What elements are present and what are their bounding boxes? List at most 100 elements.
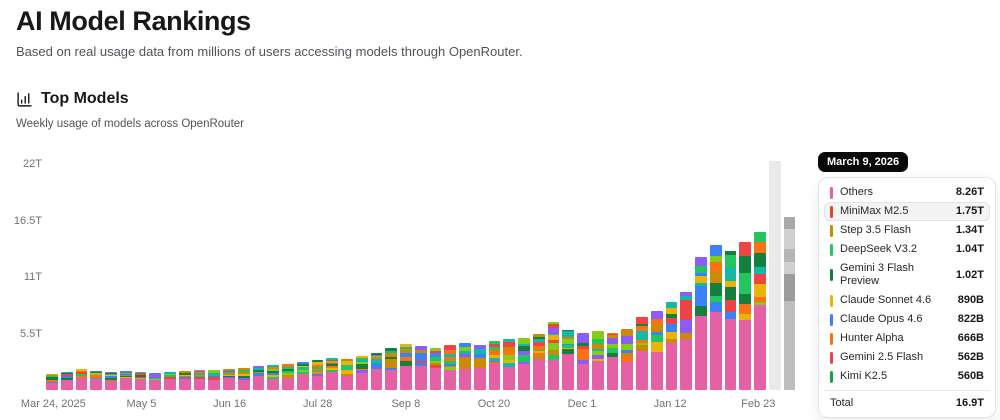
bar[interactable] (385, 348, 397, 390)
x-axis: Mar 24, 2025 May 5 Jun 16 Jul 28 Sep 8 Oct 20… (21, 398, 795, 412)
bar[interactable] (488, 341, 501, 390)
x-axis-label: Oct 20 (477, 398, 511, 410)
bar-segment (503, 354, 515, 360)
bar-segment (680, 300, 692, 309)
bar-segment (695, 256, 707, 267)
model-value: 1.02T (955, 268, 984, 281)
bar-segment (709, 311, 722, 390)
bar[interactable] (237, 368, 250, 390)
bar[interactable] (532, 334, 545, 390)
bar-segment (400, 343, 412, 348)
bar[interactable] (46, 374, 58, 390)
bar[interactable] (296, 362, 309, 390)
model-value: 1.04T (955, 243, 984, 255)
bar-segment (709, 245, 722, 257)
bar-segment (429, 368, 442, 390)
bar-segment (60, 374, 73, 376)
bar[interactable] (252, 366, 265, 390)
model-name: DeepSeek V3.2 (840, 243, 918, 255)
bar[interactable] (193, 370, 206, 390)
bar[interactable] (178, 371, 191, 390)
bar[interactable] (105, 372, 117, 390)
bar-segment (488, 354, 501, 359)
bar[interactable] (134, 371, 147, 390)
x-axis-label: Jan 12 (653, 398, 687, 410)
bar-segment (223, 369, 235, 370)
bar-segment (636, 323, 648, 326)
bar[interactable] (208, 369, 220, 390)
bar[interactable] (577, 332, 589, 390)
bar[interactable] (562, 329, 574, 390)
bar[interactable] (606, 332, 619, 390)
bar-segment (385, 369, 397, 390)
bar-segment (237, 368, 250, 370)
bar[interactable] (60, 371, 73, 390)
model-name: Gemini 3 Flash Preview (840, 262, 914, 287)
bar[interactable] (429, 348, 442, 390)
bar-segment (518, 337, 530, 344)
bar[interactable] (739, 242, 751, 390)
bar-segment (237, 373, 250, 376)
bar-segment (532, 356, 545, 359)
bar[interactable] (223, 369, 235, 390)
bar[interactable] (591, 331, 604, 390)
tooltip-total-label: Total (830, 397, 854, 409)
bar-segment (90, 375, 102, 377)
bar-segment (754, 296, 766, 303)
bar[interactable] (414, 345, 427, 390)
bar[interactable] (267, 365, 279, 390)
bar[interactable] (636, 317, 648, 390)
bar-segment (606, 337, 619, 341)
bar-segment (724, 300, 737, 312)
bar[interactable] (370, 353, 383, 390)
bar-segment (164, 375, 176, 377)
bar-segment (237, 379, 250, 390)
model-name: Claude Sonnet 4.6 (840, 294, 932, 306)
bar[interactable] (459, 343, 471, 390)
bar-segment (341, 358, 353, 362)
bar[interactable] (650, 311, 663, 390)
bar-segment (636, 340, 648, 344)
bar-segment (591, 355, 604, 359)
bar[interactable] (341, 358, 353, 390)
bar[interactable] (547, 322, 560, 390)
bar[interactable] (444, 345, 456, 390)
bar[interactable] (326, 357, 338, 390)
bar-hovered[interactable] (783, 216, 796, 390)
tooltip-row: Kimi K2.5 560B (824, 367, 990, 386)
bar-segment (739, 293, 751, 304)
bar-segment (680, 308, 692, 320)
bar[interactable] (90, 371, 102, 390)
bar[interactable] (665, 301, 678, 390)
bar-segment (503, 346, 515, 351)
bar[interactable] (709, 245, 722, 390)
bar[interactable] (355, 356, 368, 390)
bar-segment (783, 228, 796, 250)
bar[interactable] (400, 343, 412, 390)
bar[interactable] (503, 339, 515, 390)
bar-segment (518, 355, 530, 362)
bar[interactable] (621, 329, 633, 390)
bar[interactable] (680, 291, 692, 390)
bar-segment (282, 368, 294, 371)
bar[interactable] (282, 363, 294, 390)
bar[interactable] (754, 232, 766, 390)
y-axis-label: 11T (23, 271, 42, 284)
bar[interactable] (768, 161, 781, 390)
bar[interactable] (695, 256, 707, 390)
bar[interactable] (164, 372, 176, 390)
bar[interactable] (149, 372, 161, 390)
bar[interactable] (311, 359, 324, 390)
bar-segment (783, 249, 796, 262)
bar-segment (267, 369, 279, 371)
bar-segment (680, 339, 692, 390)
bar-segment (414, 366, 427, 390)
bar[interactable] (724, 250, 737, 390)
bar-segment (591, 351, 604, 356)
model-color-swatch (830, 269, 833, 281)
bar[interactable] (518, 337, 530, 390)
bar-segment (193, 372, 206, 373)
bar[interactable] (473, 344, 486, 390)
bar[interactable] (75, 368, 88, 390)
bar[interactable] (119, 370, 132, 390)
